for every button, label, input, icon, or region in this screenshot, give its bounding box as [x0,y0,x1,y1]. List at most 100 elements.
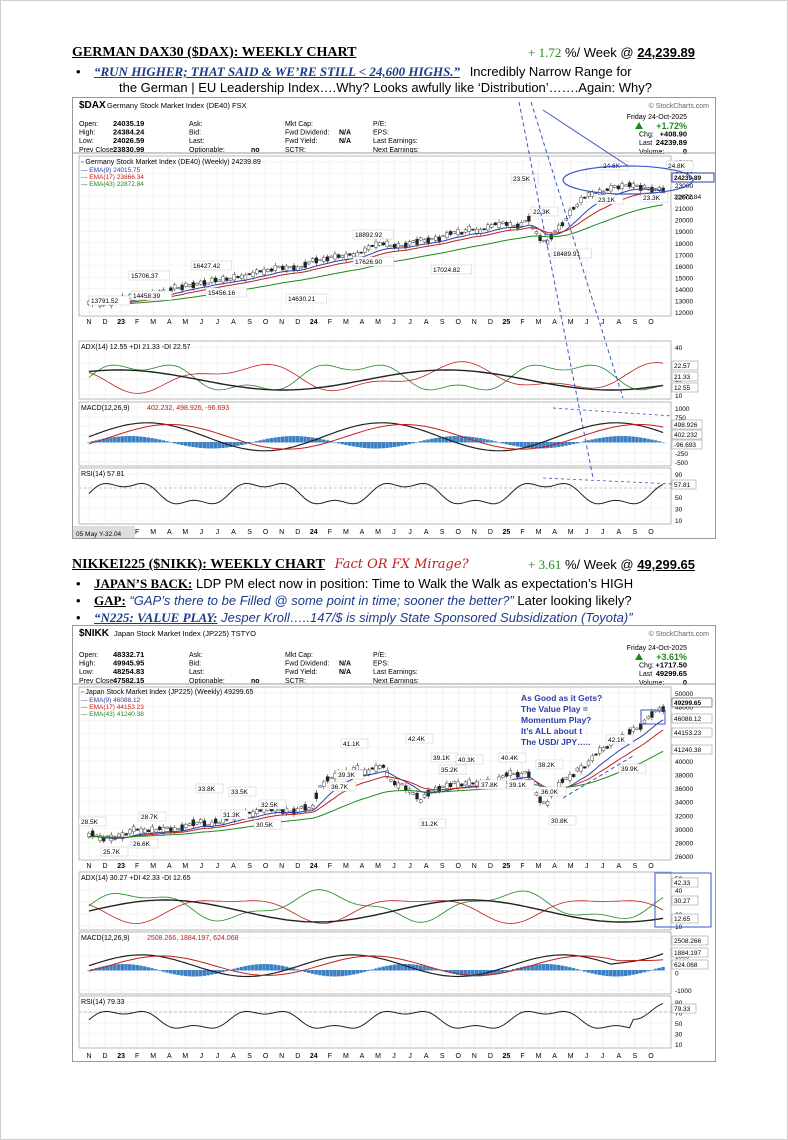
macd-signal [88,955,664,976]
candle-body [661,706,665,712]
month-label-bottom: S [633,1053,638,1060]
price-annotation-box [228,786,257,797]
macd-histogram-bar [385,442,389,448]
price-annotation-box [506,779,535,790]
earnings-label: Last Earnings: [373,669,418,676]
price-annotation: 37.8K [481,782,499,789]
callout-line: The Value Play = [521,704,588,714]
macd-histogram-bar [534,964,538,971]
macd-histogram-bar [292,436,296,443]
macd-histogram-bar [553,964,557,971]
macd-histogram-bar [176,442,180,445]
candle-body [314,792,319,799]
month-label: 25 [503,863,511,870]
axis-tick-price: 21000 [675,206,693,213]
macd-histogram-bar [489,440,494,443]
macd-legend-values: 2508.266, 1884.197, 624.068 [147,935,239,942]
candle-body [400,783,404,786]
month-label: O [456,319,462,326]
candle-body [217,821,222,824]
macd-histogram-bar [508,970,512,971]
candle-body [411,792,415,795]
month-label-bottom: S [247,1053,252,1060]
macd-histogram-bar [627,970,632,976]
candle-body [299,266,304,269]
macd-histogram-bar [377,442,382,449]
month-label-bottom: M [182,1053,188,1060]
quote-value: 23830.99 [113,145,144,154]
macd-histogram-bar [135,965,139,971]
price-annotation-box [78,816,107,827]
callout-line: Momentum Play? [521,715,591,725]
month-label: M [568,863,574,870]
macd-histogram-bar [486,439,490,443]
chg-label: Chg: [639,132,654,139]
macd-histogram-bar [579,970,583,971]
macd-histogram-bar [269,438,274,443]
month-label-bottom: F [520,1053,524,1060]
macd-histogram-bar [467,970,471,977]
candle-body [467,226,471,232]
month-label: S [247,319,252,326]
macd-histogram-bar [310,970,315,974]
candle-body [627,182,632,188]
candle-body [333,253,337,260]
macd-histogram-bar [221,970,225,973]
macd-histogram-bar [564,442,568,446]
macd-histogram-bar [661,442,665,443]
price-annotation: 13791.52 [91,298,118,305]
adx-tag-box [671,360,699,371]
candle-body [180,824,184,831]
month-label-bottom: D [488,1053,493,1060]
month-label-bottom: J [408,529,412,536]
month-label-bottom: O [648,529,654,536]
candle-body [143,828,147,834]
macd-histogram-bar [452,970,456,975]
macd-histogram-bar [191,442,195,448]
month-label: M [536,319,542,326]
macd-legend: MACD(12,26,9) [81,935,130,942]
candle-body [213,277,218,283]
candle-body [601,747,606,752]
adx-tag-box [671,895,699,906]
candle-body [281,265,285,271]
macd-histogram-bar [236,442,240,446]
price-annotation-box [335,769,364,780]
candle-body [281,809,285,814]
candle-body [404,242,408,248]
rsi-tag-box [671,479,697,490]
candle-body [542,240,546,243]
price-annotation: 14458.39 [133,293,160,300]
last-value: 49299.65 [656,669,687,678]
candle-body [363,247,367,253]
price-annotation: 42.4K [408,736,426,743]
month-label-bottom: D [295,529,300,536]
month-label-bottom: S [440,1053,445,1060]
candle-body [131,826,136,833]
macd-histogram-bar [653,968,658,971]
nikkei-bullet-1: JAPAN’S BACK: LDP PM elect now in positi… [76,576,633,592]
candle-body [396,782,401,789]
candle-body [288,266,292,269]
price-annotation: 16427.42 [193,263,220,270]
candle-body [609,185,613,192]
macd-histogram-bar [590,970,594,974]
price-annotation-box [618,763,647,774]
macd-histogram-bar [586,440,591,443]
month-label: F [135,863,139,870]
candle-body [90,830,95,837]
candle-body [486,224,490,231]
quote-value: 49945.95 [113,659,144,668]
macd-histogram-bar [333,442,337,443]
candle-body [158,826,162,831]
dax-change: + 1.72 [528,45,562,60]
candle-body [411,240,415,243]
macd-histogram-bar [538,964,542,971]
macd-histogram-bar [657,967,661,971]
candle-body [516,772,520,778]
macd-histogram-bar [325,970,330,977]
candle-body [456,229,460,236]
candle-body [452,781,456,784]
macd-histogram-bar [262,964,266,971]
month-label-bottom: M [343,529,349,536]
